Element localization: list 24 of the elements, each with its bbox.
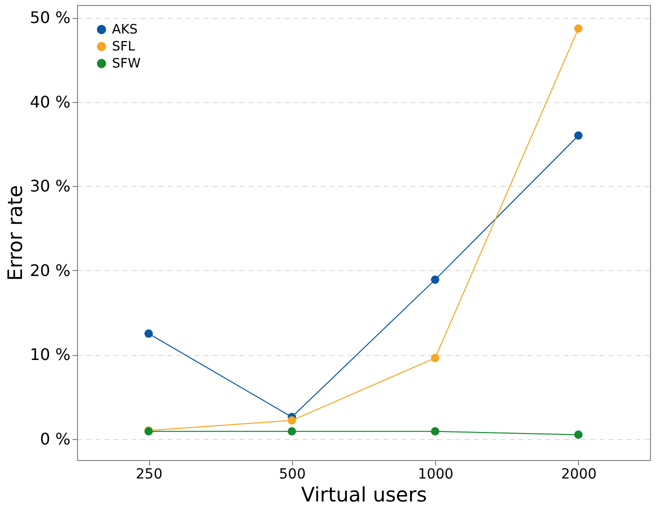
point <box>574 24 583 33</box>
y-tick-label: 50 % <box>30 8 70 28</box>
y-axis-title: Error rate <box>2 185 27 281</box>
point <box>574 430 583 439</box>
y-tick-label: 40 % <box>30 92 70 112</box>
x-tick-label: 500 <box>279 466 306 482</box>
y-tick-label: 10 % <box>30 345 70 364</box>
point <box>430 354 440 362</box>
point <box>288 427 296 436</box>
y-tick-label: 20 % <box>30 260 70 280</box>
legend-label: AKS <box>112 22 138 38</box>
point <box>430 276 440 284</box>
legend-label: SFL <box>112 40 136 54</box>
point <box>430 427 440 436</box>
point <box>288 416 296 425</box>
y-tick-label: 30 % <box>30 176 70 196</box>
x-tick-label: 1000 <box>418 466 454 482</box>
y-tick-label: 0 % <box>40 429 70 448</box>
x-tick-label: 2000 <box>561 466 597 482</box>
point <box>144 329 153 338</box>
legend-label: SFW <box>112 56 141 72</box>
x-tick-label: 250 <box>136 466 162 482</box>
x-axis-title: Virtual users <box>301 482 427 506</box>
point <box>574 131 583 140</box>
